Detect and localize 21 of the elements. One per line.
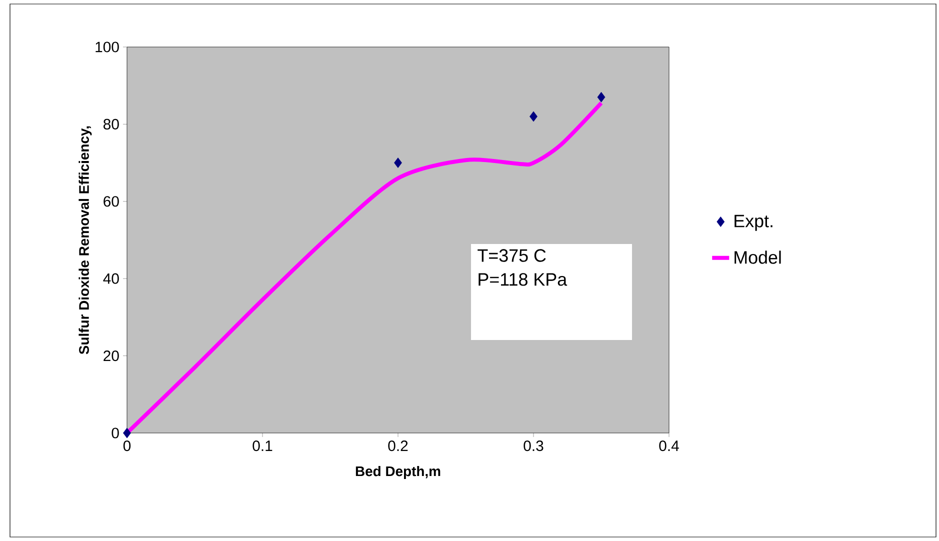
y-tick-label: 0 — [112, 428, 119, 438]
x-axis-title: Bed Depth,m — [356, 466, 440, 479]
x-tick-label: 0 — [123, 440, 131, 452]
y-tick-label: 80 — [104, 118, 119, 130]
y-tick-label: 20 — [104, 350, 119, 362]
point — [530, 111, 538, 122]
y-axis-title: Sulfur Dioxide Removal Efficiency, — [78, 126, 92, 354]
legend-label: Model — [734, 250, 781, 264]
point — [123, 428, 131, 438]
point — [597, 92, 606, 102]
x-tick-label: 0.3 — [524, 440, 544, 452]
y-tick-label: 40 — [103, 273, 119, 284]
x-tick-label: 0.2 — [388, 440, 408, 452]
y-tick-label: 60 — [104, 196, 119, 207]
x-tick-label: 0.1 — [252, 440, 272, 452]
y-tick-label: 100 — [96, 42, 119, 52]
legend-label: Expt. — [734, 214, 772, 231]
annotation: T=375 C — [478, 249, 546, 262]
point — [394, 158, 402, 168]
annotation: P=118 KPa — [478, 273, 568, 286]
x-tick-label: 0.4 — [659, 440, 679, 452]
